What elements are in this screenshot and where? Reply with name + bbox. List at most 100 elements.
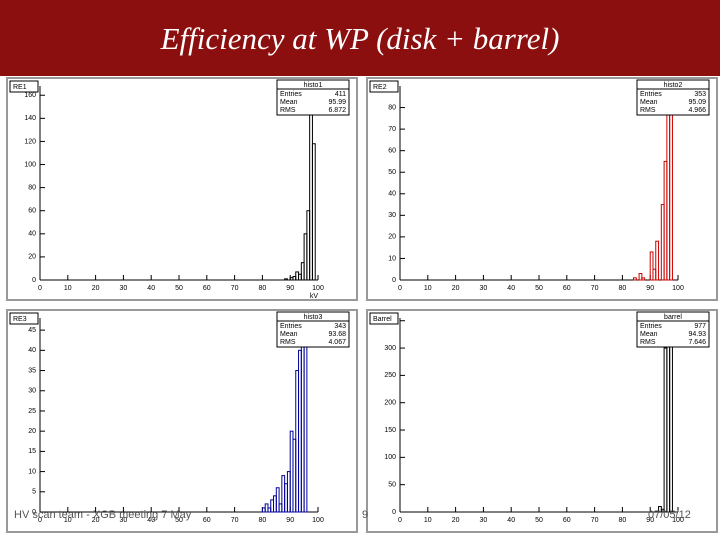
- y-tick-label: 80: [28, 184, 36, 191]
- x-tick-label: 90: [286, 285, 294, 292]
- y-tick-label: 30: [388, 212, 396, 219]
- y-tick-label: 50: [388, 482, 396, 489]
- y-tick-label: 0: [32, 277, 36, 284]
- stats-box: [636, 311, 710, 348]
- stats-value: 411: [335, 91, 346, 98]
- y-tick-label: 0: [32, 509, 36, 516]
- histogram-panel: 0 10 20 30 40 50 60 70 80 90 100 0 50 100 150 200 250 300…: [366, 309, 718, 533]
- x-tick-label: 80: [259, 285, 267, 292]
- stats-title: histo3: [304, 314, 323, 321]
- stats-value: 95.09: [688, 99, 706, 106]
- stats-box: [276, 79, 350, 116]
- stats-value: 4.067: [328, 339, 346, 346]
- y-tick-label: 50: [388, 169, 396, 176]
- x-tick-label: 90: [646, 517, 654, 524]
- date: 07/05/12: [648, 509, 691, 521]
- stats-name: Entries: [280, 91, 302, 98]
- x-tick-label: 20: [452, 517, 460, 524]
- x-tick-label: 40: [507, 285, 515, 292]
- y-tick-label: 45: [28, 327, 36, 334]
- label-box: [369, 312, 399, 325]
- y-tick-label: 200: [384, 400, 396, 407]
- x-tick-label: 70: [591, 517, 599, 524]
- stats-value: 353: [694, 91, 706, 98]
- stats-name: RMS: [280, 107, 296, 114]
- slide-title: Efficiency at WP (disk + barrel): [160, 21, 560, 56]
- x-tick-label: 30: [120, 285, 128, 292]
- y-tick-label: 250: [384, 372, 396, 379]
- x-tick-label: 30: [480, 517, 488, 524]
- stats-name: Mean: [640, 331, 658, 338]
- stats-title: histo2: [664, 82, 683, 89]
- x-tick-label: 40: [507, 517, 515, 524]
- x-tick-label: 100: [672, 517, 684, 524]
- stats-name: Entries: [640, 323, 662, 330]
- y-tick-label: 35: [28, 367, 36, 374]
- page-number: 9: [362, 509, 368, 521]
- panel-label: RE2: [373, 84, 387, 91]
- x-tick-label: 50: [535, 285, 543, 292]
- histogram-bin: [311, 143, 316, 281]
- stats-name: RMS: [640, 107, 656, 114]
- stats-name: Mean: [280, 99, 298, 106]
- x-tick-label: 30: [480, 285, 488, 292]
- histogram-bin: [638, 273, 643, 281]
- y-tick-label: 60: [28, 208, 36, 215]
- y-tick-label: 150: [384, 427, 396, 434]
- x-tick-label: 50: [535, 517, 543, 524]
- histogram-bin: [655, 240, 660, 281]
- y-tick-label: 10: [28, 468, 36, 475]
- x-tick-label: 70: [231, 285, 239, 292]
- y-tick-label: 120: [24, 138, 36, 145]
- x-tick-label: 10: [424, 517, 432, 524]
- y-tick-label: 0: [392, 509, 396, 516]
- footer: HV scan team - XGB meeting 7 May: [14, 509, 192, 521]
- y-tick-label: 40: [28, 231, 36, 238]
- histogram-bin: [649, 251, 654, 281]
- x-tick-label: 90: [286, 517, 294, 524]
- x-tick-label: 20: [92, 517, 100, 524]
- x-tick-label: 70: [591, 285, 599, 292]
- stats-name: Mean: [640, 99, 658, 106]
- stats-name: Entries: [280, 323, 302, 330]
- y-tick-label: 100: [384, 454, 396, 461]
- panel-label: Barrel: [373, 316, 392, 323]
- stats-value: 7.646: [688, 339, 706, 346]
- y-tick-label: 40: [28, 347, 36, 354]
- histogram-bin: [275, 487, 280, 513]
- panel-label: RE3: [13, 316, 27, 323]
- stats-value: 95.99: [328, 99, 346, 106]
- y-tick-label: 30: [28, 388, 36, 395]
- label-box: [369, 80, 399, 93]
- stats-value: 6.872: [328, 107, 346, 114]
- y-tick-label: 20: [388, 234, 396, 241]
- x-tick-label: 60: [203, 517, 211, 524]
- y-tick-label: 20: [28, 254, 36, 261]
- x-tick-label: 0: [38, 517, 42, 524]
- y-tick-label: 140: [24, 115, 36, 122]
- stats-box: [636, 79, 710, 116]
- stats-value: 93.68: [328, 331, 346, 338]
- x-tick-label: 60: [203, 285, 211, 292]
- x-tick-label: 40: [147, 285, 155, 292]
- x-tick-label: 50: [175, 517, 183, 524]
- x-tick-label: 10: [64, 285, 72, 292]
- stats-name: RMS: [640, 339, 656, 346]
- y-tick-label: 60: [388, 148, 396, 155]
- x-tick-label: 90: [646, 285, 654, 292]
- stats-name: RMS: [280, 339, 296, 346]
- y-tick-label: 20: [28, 428, 36, 435]
- histogram-panel: 0 10 20 30 40 50 60 70 80 90 100 0 10 20 30 40 50 60 70 80 R…: [366, 77, 718, 301]
- y-tick-label: 160: [24, 92, 36, 99]
- histogram-panel: 0 10 20 30 40 50 60 70 80 90 100 0 5 10 15 20 25 30 35 40 45…: [6, 309, 358, 533]
- stats-value: 977: [694, 323, 706, 330]
- y-tick-label: 0: [392, 277, 396, 284]
- histogram-bin: [641, 277, 646, 281]
- y-tick-label: 25: [28, 408, 36, 415]
- x-tick-label: 50: [175, 285, 183, 292]
- histogram-bin: [633, 277, 637, 281]
- y-tick-label: 5: [32, 489, 36, 496]
- x-tick-label: 20: [92, 285, 100, 292]
- x-tick-label: 80: [619, 517, 627, 524]
